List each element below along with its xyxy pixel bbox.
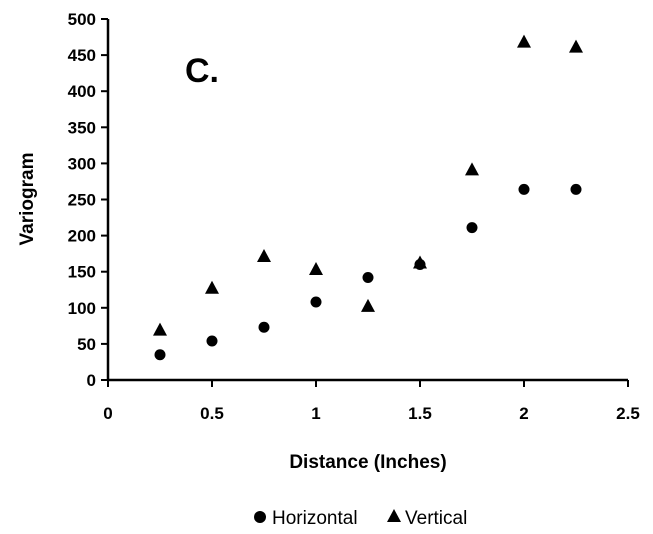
- y-tick-label: 450: [68, 46, 96, 65]
- x-tick-label: 0: [103, 404, 112, 423]
- point-vertical: [361, 298, 375, 312]
- y-tick-label: 300: [68, 154, 96, 173]
- point-horizontal: [518, 183, 530, 195]
- point-horizontal: [362, 271, 374, 283]
- y-axis-ticks: 0 50 100 150 200 250 300 350 400 450 500: [68, 10, 108, 390]
- x-tick-label: 2.5: [616, 404, 640, 423]
- data-points: [153, 34, 583, 361]
- legend: Horizontal Vertical: [254, 508, 467, 529]
- legend-label-vertical: Vertical: [405, 508, 467, 529]
- legend-marker-vertical: [387, 509, 401, 522]
- y-axis-title: Variogram: [17, 153, 38, 246]
- y-tick-label: 100: [68, 299, 96, 318]
- legend-label-horizontal: Horizontal: [272, 508, 358, 529]
- point-horizontal: [466, 222, 478, 234]
- point-vertical: [569, 39, 583, 53]
- point-horizontal: [206, 335, 218, 347]
- x-axis-title: Distance (Inches): [289, 452, 446, 473]
- point-vertical: [257, 249, 271, 263]
- x-tick-label: 1.5: [408, 404, 432, 423]
- y-tick-label: 400: [68, 82, 96, 101]
- x-tick-label: 0.5: [200, 404, 224, 423]
- y-tick-label: 0: [87, 371, 96, 390]
- panel-label: C.: [185, 52, 219, 90]
- x-tick-label: 2: [519, 404, 528, 423]
- point-horizontal: [570, 183, 582, 195]
- legend-marker-horizontal: [254, 511, 266, 523]
- point-horizontal: [258, 321, 270, 333]
- x-tick-label: 1: [311, 404, 320, 423]
- point-horizontal: [310, 296, 322, 308]
- point-vertical: [465, 162, 479, 176]
- point-vertical: [413, 255, 427, 269]
- point-vertical: [205, 280, 219, 294]
- point-horizontal: [154, 349, 166, 361]
- y-tick-label: 50: [77, 335, 96, 354]
- y-tick-label: 250: [68, 191, 96, 210]
- point-vertical: [309, 262, 323, 276]
- y-tick-label: 200: [68, 227, 96, 246]
- point-vertical: [517, 34, 531, 48]
- y-tick-label: 150: [68, 263, 96, 282]
- point-vertical: [153, 322, 167, 336]
- y-tick-label: 350: [68, 118, 96, 137]
- y-tick-label: 500: [68, 10, 96, 29]
- x-axis-ticks: 0 0.5 1 1.5 2 2.5: [103, 380, 640, 423]
